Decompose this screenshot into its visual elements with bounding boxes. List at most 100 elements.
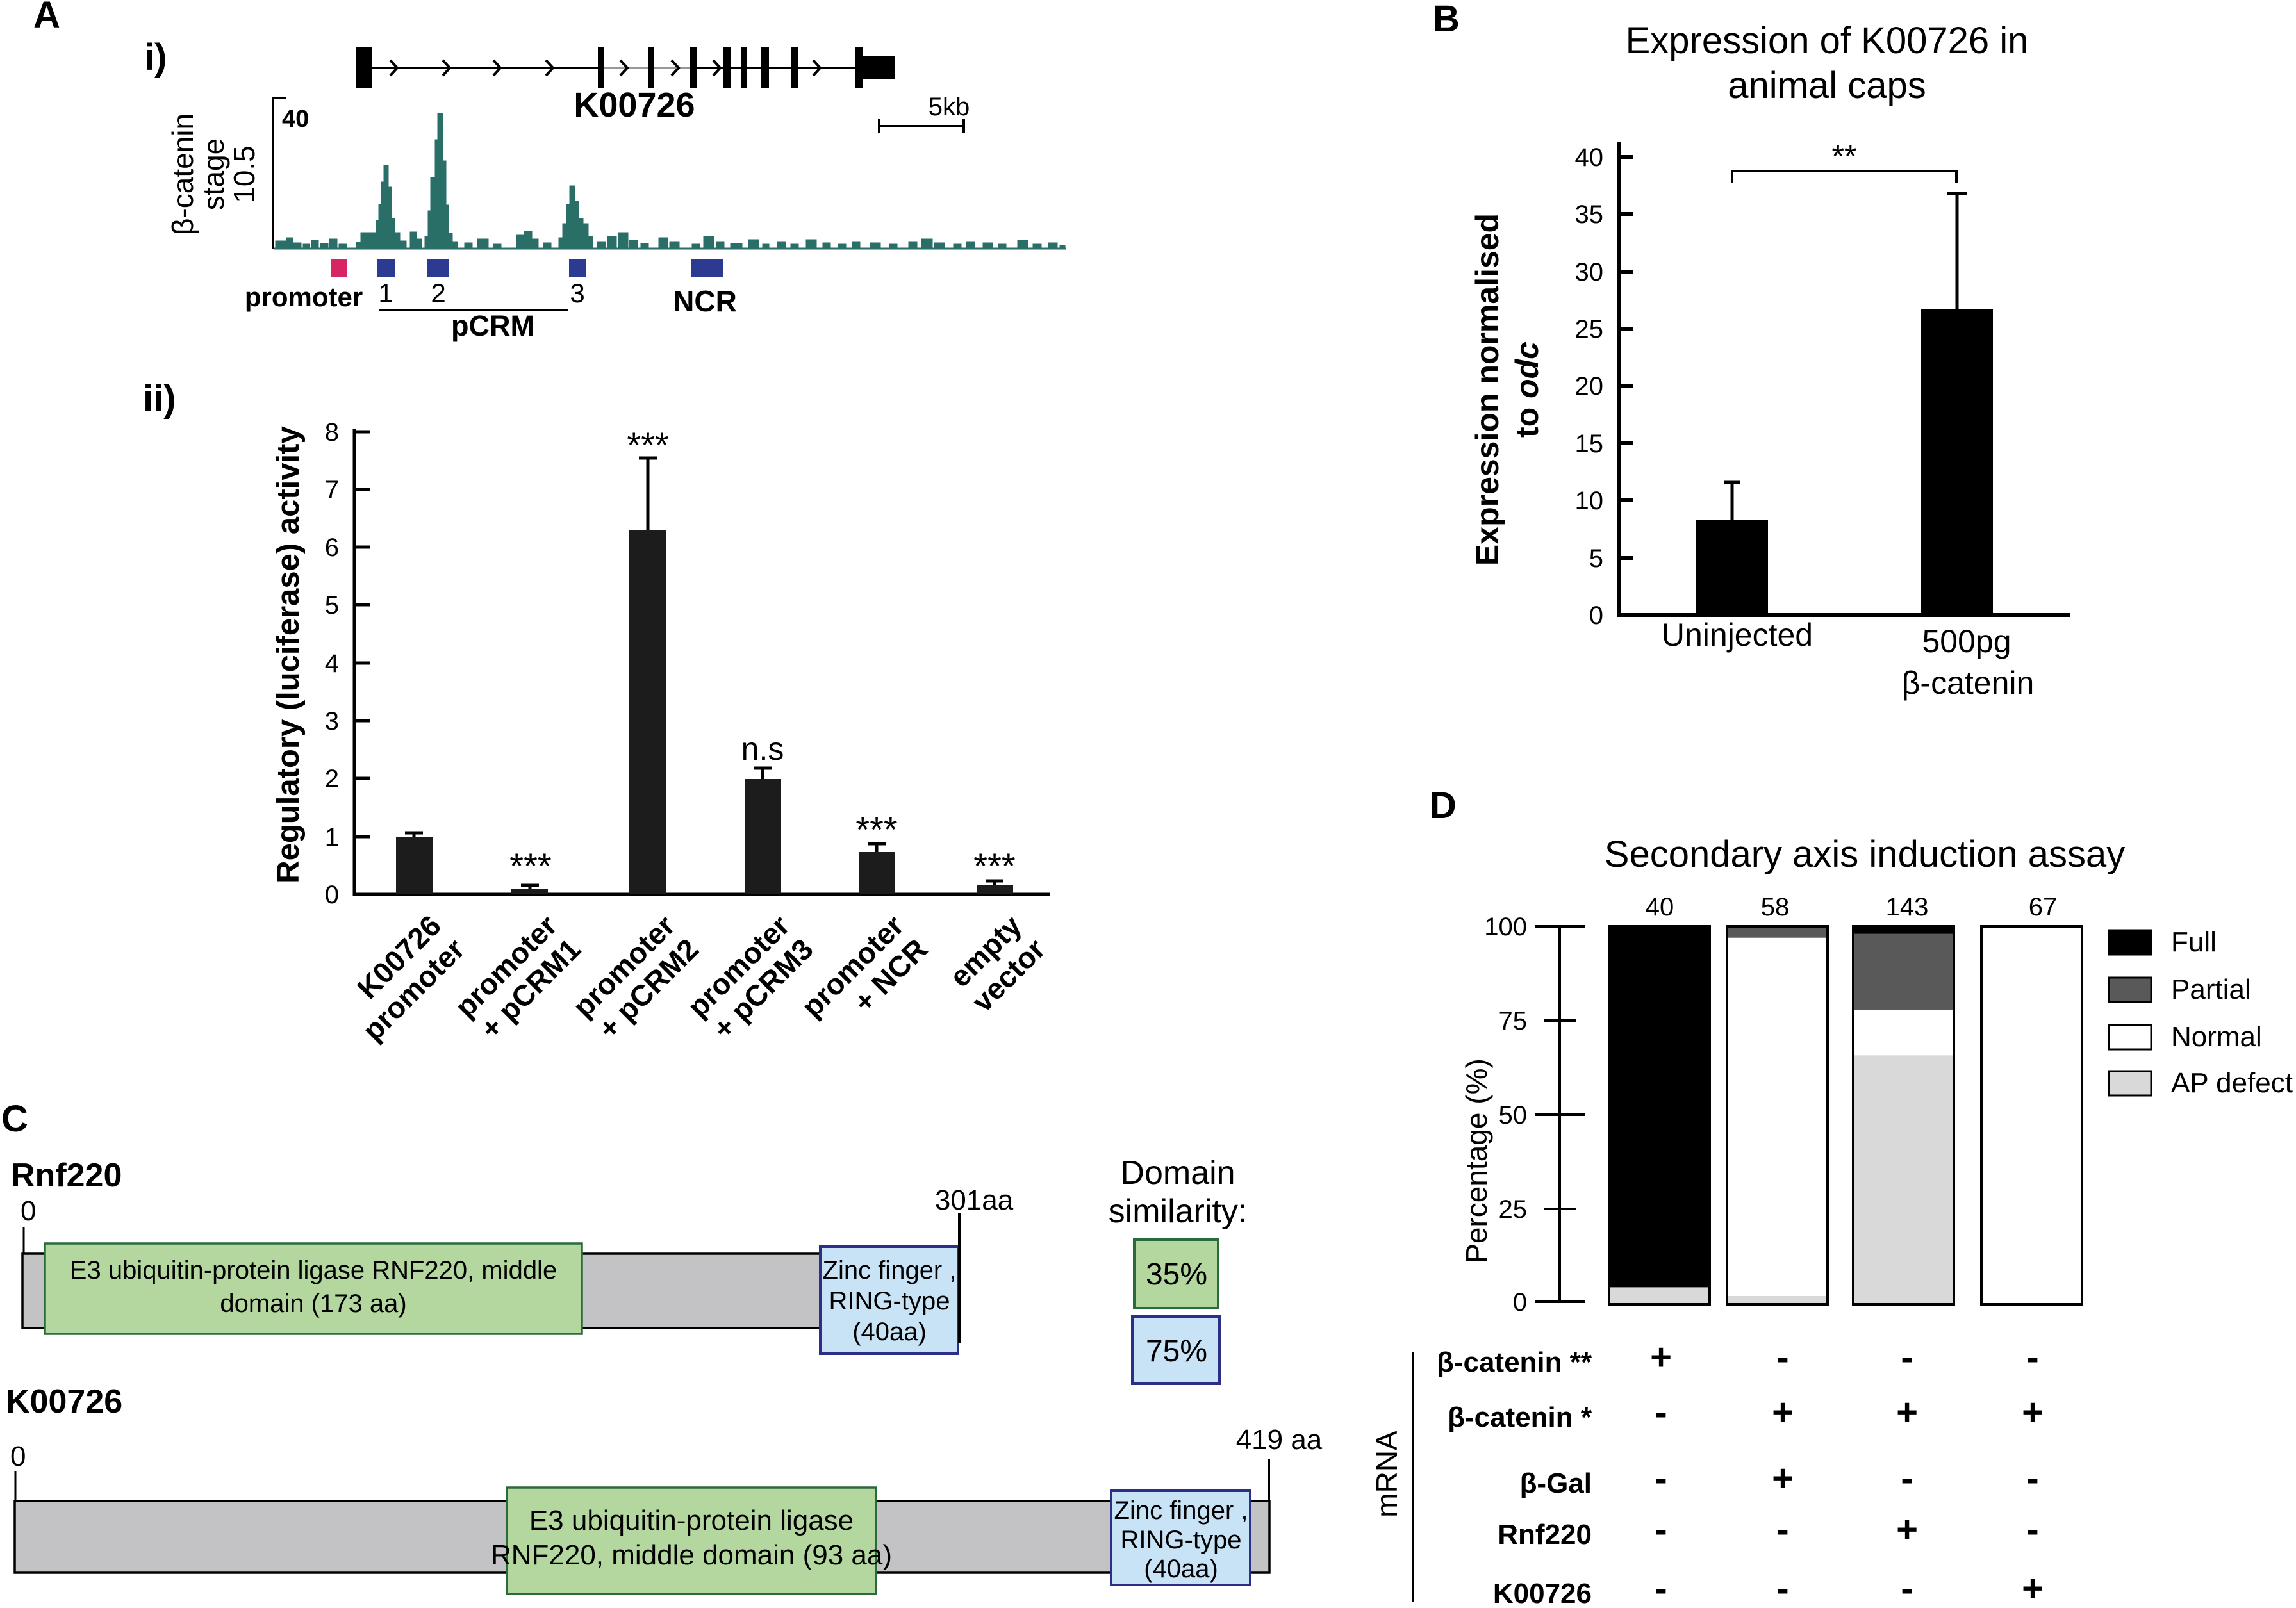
- svg-text:Uninjected: Uninjected: [1662, 617, 1813, 653]
- svg-text:D: D: [1430, 785, 1457, 826]
- svg-text:C: C: [1, 1098, 28, 1140]
- svg-text:(40aa): (40aa): [852, 1318, 927, 1346]
- svg-text:Zinc finger ,: Zinc finger ,: [823, 1256, 957, 1284]
- svg-text:-: -: [1901, 1336, 1913, 1378]
- svg-text:domain (173 aa): domain (173 aa): [220, 1290, 406, 1318]
- svg-text:6: 6: [325, 534, 339, 562]
- svg-text:5: 5: [1589, 545, 1603, 573]
- svg-text:7: 7: [325, 476, 339, 504]
- svg-text:-: -: [1901, 1568, 1913, 1605]
- svg-text:35: 35: [1575, 201, 1604, 229]
- svg-text:100: 100: [1484, 913, 1527, 941]
- svg-text:25: 25: [1499, 1195, 1528, 1224]
- svg-text:50: 50: [1499, 1101, 1528, 1129]
- svg-text:0: 0: [1589, 602, 1603, 630]
- svg-text:25: 25: [1575, 315, 1604, 343]
- svg-text:***: ***: [855, 809, 897, 849]
- svg-text:β-cateninstage10.5: β-cateninstage10.5: [166, 113, 261, 235]
- svg-text:promoter: promoter: [245, 282, 363, 312]
- svg-text:-: -: [2026, 1457, 2038, 1499]
- svg-text:Expression of K00726 in: Expression of K00726 in: [1626, 20, 2029, 62]
- svg-text:500pg: 500pg: [1922, 623, 2011, 659]
- svg-text:5kb: 5kb: [929, 93, 970, 121]
- svg-text:K00726: K00726: [1493, 1578, 1592, 1605]
- svg-text:-: -: [2026, 1336, 2038, 1378]
- svg-text:***: ***: [509, 846, 551, 886]
- svg-text:Partial: Partial: [2171, 974, 2251, 1005]
- svg-text:animal caps: animal caps: [1728, 65, 1926, 106]
- svg-text:Rnf220: Rnf220: [1498, 1519, 1592, 1550]
- svg-text:+: +: [1772, 1391, 1794, 1433]
- svg-text:**: **: [1832, 138, 1857, 174]
- svg-text:RING-type: RING-type: [829, 1287, 950, 1315]
- svg-text:20: 20: [1575, 372, 1604, 400]
- svg-text:-: -: [1776, 1336, 1788, 1378]
- svg-text:mRNA: mRNA: [1370, 1431, 1403, 1518]
- svg-text:40: 40: [1646, 893, 1674, 921]
- svg-text:+: +: [1896, 1391, 1918, 1433]
- svg-text:-: -: [1655, 1568, 1667, 1605]
- svg-text:40: 40: [282, 106, 309, 133]
- svg-text:NCR: NCR: [673, 284, 737, 318]
- svg-text:-: -: [1655, 1391, 1667, 1433]
- svg-text:30: 30: [1575, 258, 1604, 286]
- svg-text:3: 3: [325, 707, 339, 735]
- svg-text:58: 58: [1761, 893, 1790, 921]
- svg-text:143: 143: [1886, 893, 1929, 921]
- svg-text:similarity:: similarity:: [1109, 1193, 1248, 1230]
- svg-text:promoter+ pCRM3: promoter+ pCRM3: [681, 908, 820, 1047]
- svg-text:Domain: Domain: [1120, 1154, 1235, 1192]
- svg-text:4: 4: [325, 650, 339, 678]
- svg-text:+: +: [1772, 1457, 1794, 1499]
- svg-text:67: 67: [2029, 893, 2058, 921]
- svg-text:-: -: [1776, 1568, 1788, 1605]
- svg-text:0: 0: [21, 1195, 36, 1227]
- svg-text:B: B: [1433, 0, 1460, 40]
- svg-text:n.s: n.s: [741, 731, 784, 767]
- svg-text:E3 ubiquitin-protein ligase RN: E3 ubiquitin-protein ligase RNF220, midd…: [70, 1256, 557, 1284]
- svg-text:5: 5: [325, 591, 339, 619]
- svg-text:0: 0: [325, 881, 339, 909]
- svg-text:-: -: [1655, 1457, 1667, 1499]
- svg-text:***: ***: [627, 425, 668, 465]
- svg-text:1: 1: [378, 278, 393, 308]
- svg-text:75: 75: [1499, 1007, 1528, 1035]
- svg-text:β-catenin **: β-catenin **: [1437, 1347, 1592, 1378]
- svg-text:2: 2: [325, 765, 339, 793]
- svg-text:75%: 75%: [1146, 1334, 1207, 1368]
- svg-text:AP defect: AP defect: [2171, 1067, 2293, 1099]
- svg-text:+: +: [1650, 1336, 1672, 1378]
- svg-text:RNF220, middle domain (93 aa): RNF220, middle domain (93 aa): [491, 1539, 892, 1571]
- svg-text:-: -: [1901, 1457, 1913, 1499]
- svg-text:Secondary axis induction assay: Secondary axis induction assay: [1605, 833, 2125, 875]
- svg-text:Normal: Normal: [2171, 1021, 2262, 1053]
- svg-text:15: 15: [1575, 430, 1604, 458]
- svg-text:-: -: [2026, 1509, 2038, 1550]
- svg-text:Rnf220: Rnf220: [11, 1157, 122, 1194]
- svg-text:1: 1: [325, 823, 339, 851]
- svg-text:10: 10: [1575, 487, 1604, 515]
- svg-text:β-catenin: β-catenin: [1902, 665, 2035, 701]
- svg-text:K00726promoter: K00726promoter: [333, 908, 471, 1047]
- svg-text:3: 3: [570, 278, 584, 308]
- svg-text:ii): ii): [143, 378, 176, 420]
- svg-text:35%: 35%: [1146, 1258, 1207, 1292]
- svg-text:Percentage (%): Percentage (%): [1460, 1058, 1493, 1263]
- svg-text:+: +: [2022, 1568, 2044, 1605]
- svg-text:promoter+ pCRM1: promoter+ pCRM1: [449, 908, 587, 1047]
- svg-text:β-catenin *: β-catenin *: [1448, 1402, 1592, 1433]
- svg-text:K00726: K00726: [6, 1383, 122, 1420]
- svg-text:β-Gal: β-Gal: [1520, 1468, 1592, 1499]
- svg-text:301aa: 301aa: [935, 1185, 1014, 1216]
- svg-text:emptyvector: emptyvector: [942, 908, 1052, 1018]
- svg-text:0: 0: [10, 1441, 26, 1472]
- svg-text:8: 8: [325, 418, 339, 447]
- svg-text:+: +: [1896, 1509, 1918, 1550]
- svg-text:A: A: [33, 0, 60, 36]
- svg-text:40: 40: [1575, 144, 1604, 172]
- svg-text:0: 0: [1513, 1288, 1527, 1317]
- svg-text:RING-type: RING-type: [1121, 1526, 1242, 1554]
- svg-text:promoter+ pCRM2: promoter+ pCRM2: [566, 908, 705, 1047]
- svg-text:+: +: [2022, 1391, 2044, 1433]
